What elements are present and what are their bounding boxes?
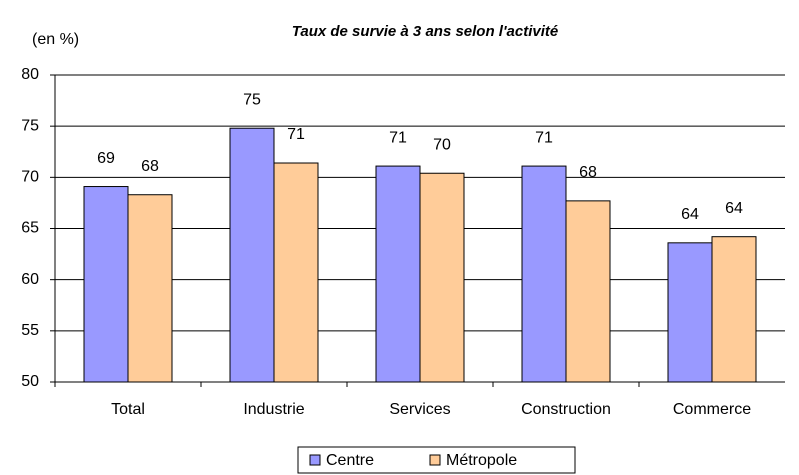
legend-label: Centre <box>326 452 374 469</box>
bar <box>273 162 319 383</box>
y-axis-label: (en %) <box>32 31 79 48</box>
value-label: 71 <box>535 129 553 146</box>
x-tick-label: Industrie <box>243 401 304 418</box>
bar <box>667 242 713 383</box>
value-label: 71 <box>287 126 305 143</box>
value-label: 69 <box>97 150 115 167</box>
legend-label: Métropole <box>446 452 517 469</box>
y-tick-label: 75 <box>21 117 39 134</box>
value-label: 68 <box>579 164 597 181</box>
bar <box>565 200 611 383</box>
bar <box>229 127 275 383</box>
value-label: 75 <box>243 91 261 108</box>
value-label: 64 <box>725 200 743 217</box>
bar <box>83 186 129 383</box>
value-label: 64 <box>681 206 699 223</box>
bar <box>375 165 421 383</box>
y-tick-label: 65 <box>21 220 39 237</box>
y-tick-label: 50 <box>21 373 39 390</box>
y-tick-label: 70 <box>21 169 39 186</box>
y-tick-label: 80 <box>21 66 39 83</box>
y-tick-label: 55 <box>21 322 39 339</box>
value-label: 68 <box>141 158 159 175</box>
value-label: 70 <box>433 136 451 153</box>
legend-swatch <box>429 454 441 466</box>
bar <box>127 194 173 383</box>
legend-swatch <box>309 454 321 466</box>
bar <box>419 172 465 383</box>
x-tick-label: Construction <box>521 401 611 418</box>
x-tick-label: Commerce <box>673 401 751 418</box>
x-tick-label: Services <box>389 401 450 418</box>
bar <box>711 236 757 383</box>
bar <box>521 165 567 383</box>
chart-title: Taux de survie à 3 ans selon l'activité <box>292 23 558 40</box>
x-tick-label: Total <box>111 401 145 418</box>
y-tick-label: 60 <box>21 271 39 288</box>
legend-box <box>297 446 576 474</box>
value-label: 71 <box>389 129 407 146</box>
